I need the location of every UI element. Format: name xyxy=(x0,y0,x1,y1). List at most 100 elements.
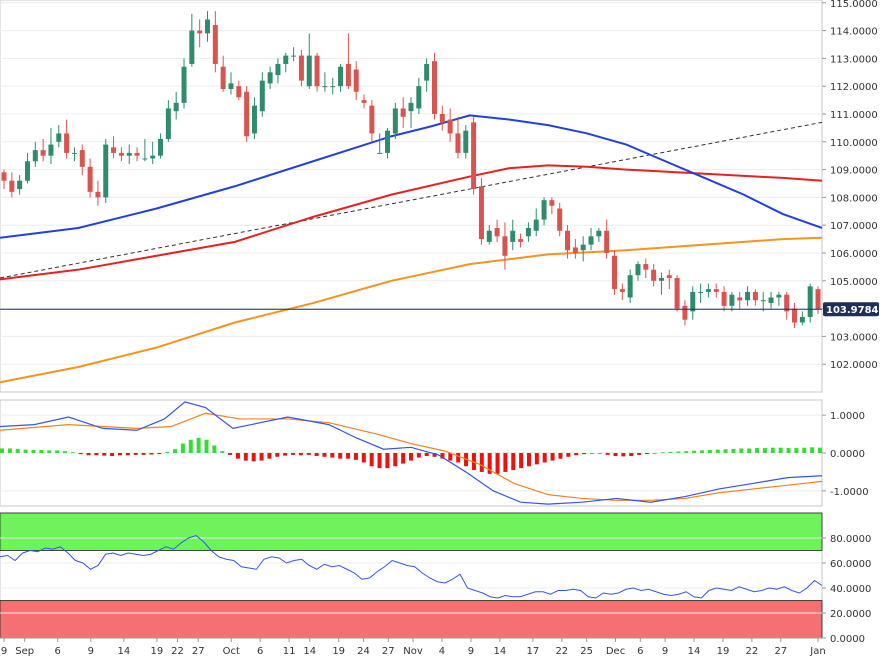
candle-up xyxy=(150,155,156,159)
macd-bar-negative xyxy=(330,453,335,458)
candle-down xyxy=(478,186,484,240)
candle-up xyxy=(541,200,547,220)
price-tick-label: 115.0000 xyxy=(830,0,878,10)
candle-up xyxy=(658,278,664,281)
candles-group xyxy=(1,11,821,329)
macd-tick-label: 0.0000 xyxy=(830,449,865,460)
macd-bar-positive xyxy=(676,451,681,453)
macd-bar-negative xyxy=(621,453,626,457)
macd-bar-negative xyxy=(78,453,83,455)
price-tick-label: 109.0000 xyxy=(830,166,878,177)
date-tick-label: 25 xyxy=(580,646,593,657)
date-tick-label: Oct xyxy=(223,646,240,657)
date-tick-label: 11 xyxy=(283,646,296,657)
price-tick-label: 110.0000 xyxy=(830,138,878,149)
price-tick-label: 108.0000 xyxy=(830,193,878,204)
date-tick-label: 14 xyxy=(688,646,701,657)
macd-bar-negative xyxy=(432,453,437,457)
candle-up xyxy=(377,152,383,154)
date-tick-label: 9 xyxy=(468,646,474,657)
price-panel[interactable] xyxy=(0,0,823,393)
candle-down xyxy=(9,180,15,192)
macd-bar-positive xyxy=(165,451,170,453)
macd-bar-positive xyxy=(794,448,799,453)
macd-bar-negative xyxy=(369,453,374,467)
macd-bar-negative xyxy=(487,453,492,474)
date-tick-label: 6 xyxy=(637,646,643,657)
date-tick-label: 14 xyxy=(117,646,130,657)
macd-bar-negative xyxy=(385,453,390,469)
macd-bar-positive xyxy=(47,450,52,453)
date-tick-label: Sep xyxy=(15,646,34,657)
macd-bar-negative xyxy=(283,453,288,456)
candle-up xyxy=(56,133,62,142)
macd-bar-negative xyxy=(110,453,115,457)
candle-down xyxy=(236,86,242,98)
candle-up xyxy=(745,291,751,301)
macd-bar-negative xyxy=(574,453,579,456)
macd-bar-negative xyxy=(566,453,571,457)
macd-bar-positive xyxy=(668,451,673,453)
candle-down xyxy=(549,200,555,206)
date-tick-label: 27 xyxy=(382,646,395,657)
candle-down xyxy=(713,289,719,292)
macd-bar-negative xyxy=(424,453,429,457)
candle-up xyxy=(729,294,735,306)
rsi-panel[interactable] xyxy=(0,512,823,639)
macd-bar-positive xyxy=(70,452,75,454)
candle-down xyxy=(682,305,688,320)
macd-bar-positive xyxy=(715,449,720,453)
candle-down xyxy=(447,119,453,134)
date-tick-label: Jan xyxy=(809,646,825,657)
candle-up xyxy=(291,55,297,57)
rsi-oversold-band xyxy=(0,600,823,639)
macd-bar-negative xyxy=(644,453,649,454)
candle-down xyxy=(651,269,657,281)
macd-bar-positive xyxy=(731,448,736,453)
macd-bar-negative xyxy=(125,453,130,456)
macd-bar-positive xyxy=(188,439,193,453)
candle-up xyxy=(103,144,109,198)
candle-down xyxy=(95,191,101,198)
rsi-line xyxy=(0,534,823,599)
candle-down xyxy=(118,152,124,156)
macd-bar-negative xyxy=(314,453,319,457)
candle-down xyxy=(752,291,758,301)
macd-bar-negative xyxy=(86,453,91,456)
candle-down xyxy=(134,152,140,156)
macd-bar-positive xyxy=(747,448,752,453)
candle-down xyxy=(619,289,625,292)
macd-panel[interactable] xyxy=(0,399,823,507)
macd-bar-positive xyxy=(597,453,602,454)
candle-down xyxy=(345,63,351,87)
candle-up xyxy=(392,108,398,134)
candle-down xyxy=(298,55,304,81)
date-tick-label: Nov xyxy=(403,646,423,657)
macd-bar-negative xyxy=(291,453,296,455)
macd-bar-negative xyxy=(542,453,547,463)
date-tick-label: 9 xyxy=(88,646,94,657)
macd-bar-positive xyxy=(173,449,178,453)
candle-down xyxy=(455,133,461,153)
candle-down xyxy=(431,61,437,114)
macd-signal-line xyxy=(0,412,823,501)
candle-up xyxy=(596,230,602,237)
date-tick-label: 9 xyxy=(662,646,668,657)
candle-up xyxy=(807,286,813,317)
date-tick-label: 19 xyxy=(151,646,164,657)
macd-bar-negative xyxy=(353,453,358,460)
macd-bar-positive xyxy=(700,450,705,453)
candle-down xyxy=(502,236,508,256)
price-tick-label: 113.0000 xyxy=(830,54,878,65)
candle-up xyxy=(525,227,531,237)
candle-up xyxy=(463,130,469,153)
candle-down xyxy=(792,308,798,323)
candle-up xyxy=(32,150,38,162)
macd-bar-negative xyxy=(322,453,327,457)
price-tick-label: 111.0000 xyxy=(830,110,878,121)
date-tick-label: 22 xyxy=(171,646,184,657)
macd-bar-negative xyxy=(235,453,240,459)
candle-up xyxy=(322,86,328,88)
macd-bar-negative xyxy=(456,453,461,463)
macd-axis: 1.0000 0.0000 -1.0000 xyxy=(822,411,869,498)
